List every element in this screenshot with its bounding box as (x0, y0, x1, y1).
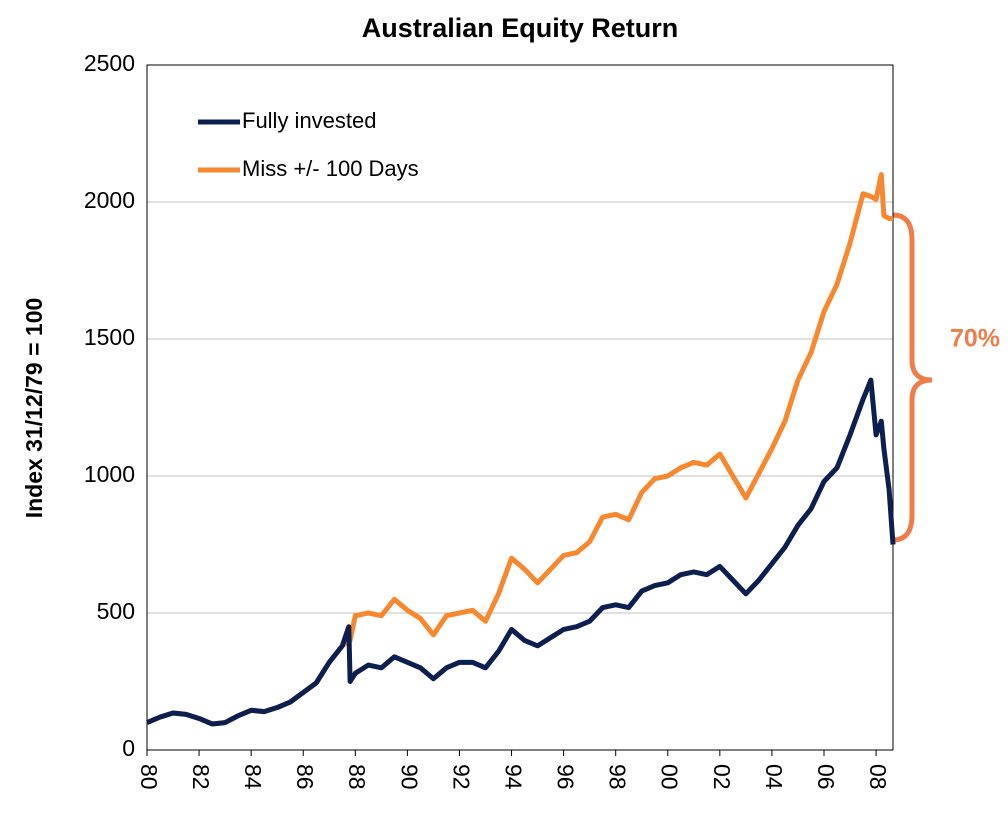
y-tick-label: 1000 (84, 461, 135, 487)
x-tick-label: 94 (500, 764, 526, 790)
x-tick-label: 00 (657, 764, 683, 790)
x-tick-label: 84 (240, 764, 266, 790)
x-tick-label: 04 (761, 764, 787, 790)
annotation: 70% (950, 325, 1000, 353)
x-tick-label: 86 (292, 764, 318, 790)
x-tick-label: 88 (344, 764, 370, 790)
y-tick-label: 2500 (84, 50, 135, 76)
x-tick-label: 90 (396, 764, 422, 790)
y-tick-label: 2000 (84, 187, 135, 213)
x-tick-label: 02 (709, 764, 735, 790)
x-tick-label: 82 (188, 764, 214, 790)
x-tick-label: 98 (605, 764, 631, 790)
x-tick-label: 08 (865, 764, 891, 790)
x-tick-label: 92 (448, 764, 474, 790)
plot-border (146, 64, 894, 751)
x-tick-label: 96 (553, 764, 579, 790)
legend-label: Miss +/- 100 Days (242, 156, 419, 181)
series-line (146, 172, 893, 727)
series-line (146, 377, 896, 727)
chart-title: Australian Equity Return (362, 13, 679, 43)
y-tick-label: 0 (122, 735, 135, 761)
x-tick-label: 80 (136, 764, 162, 790)
legend-label: Fully invested (242, 108, 377, 133)
x-tick-label: 06 (813, 764, 839, 790)
brace (892, 212, 933, 543)
y-axis-label: Index 31/12/79 = 100 (21, 298, 47, 519)
y-tick-label: 500 (97, 598, 135, 624)
y-tick-label: 1500 (84, 324, 135, 350)
